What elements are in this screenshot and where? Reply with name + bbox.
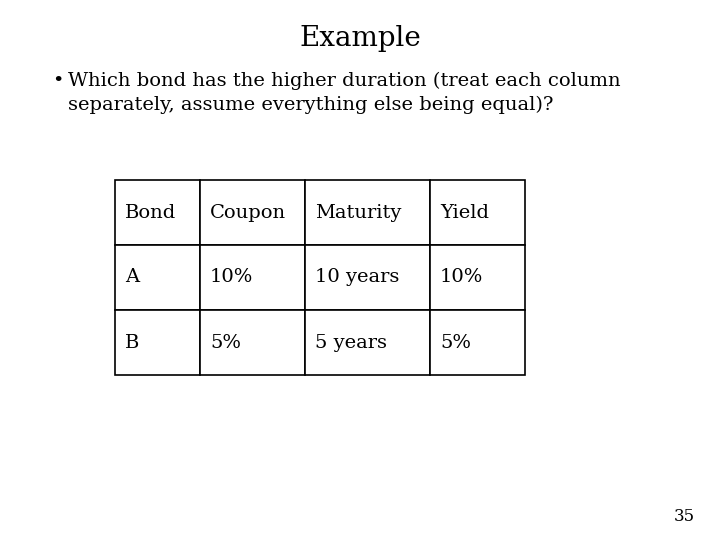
Text: Bond: Bond (125, 204, 176, 221)
Bar (200, 180, 305, 245)
Text: Yield: Yield (440, 204, 489, 221)
Text: Maturity: Maturity (315, 204, 401, 221)
Bar (200, 310, 305, 375)
Text: 10%: 10% (210, 268, 253, 287)
Bar (115, 310, 200, 375)
Text: 5%: 5% (210, 334, 241, 352)
Bar (200, 245, 305, 310)
Bar (115, 245, 200, 310)
Bar (430, 245, 525, 310)
Text: 5 years: 5 years (315, 334, 387, 352)
Text: •: • (52, 72, 63, 90)
Text: A: A (125, 268, 139, 287)
Bar (430, 310, 525, 375)
Bar (430, 180, 525, 245)
Text: Coupon: Coupon (210, 204, 286, 221)
Text: 35: 35 (674, 508, 695, 525)
Bar (115, 180, 200, 245)
Text: separately, assume everything else being equal)?: separately, assume everything else being… (68, 96, 554, 114)
Text: 10 years: 10 years (315, 268, 400, 287)
Text: 10%: 10% (440, 268, 483, 287)
Text: Which bond has the higher duration (treat each column: Which bond has the higher duration (trea… (68, 72, 621, 90)
Bar (305, 180, 430, 245)
Bar (305, 310, 430, 375)
Bar (305, 245, 430, 310)
Text: B: B (125, 334, 140, 352)
Text: Example: Example (299, 25, 421, 52)
Text: 5%: 5% (440, 334, 471, 352)
